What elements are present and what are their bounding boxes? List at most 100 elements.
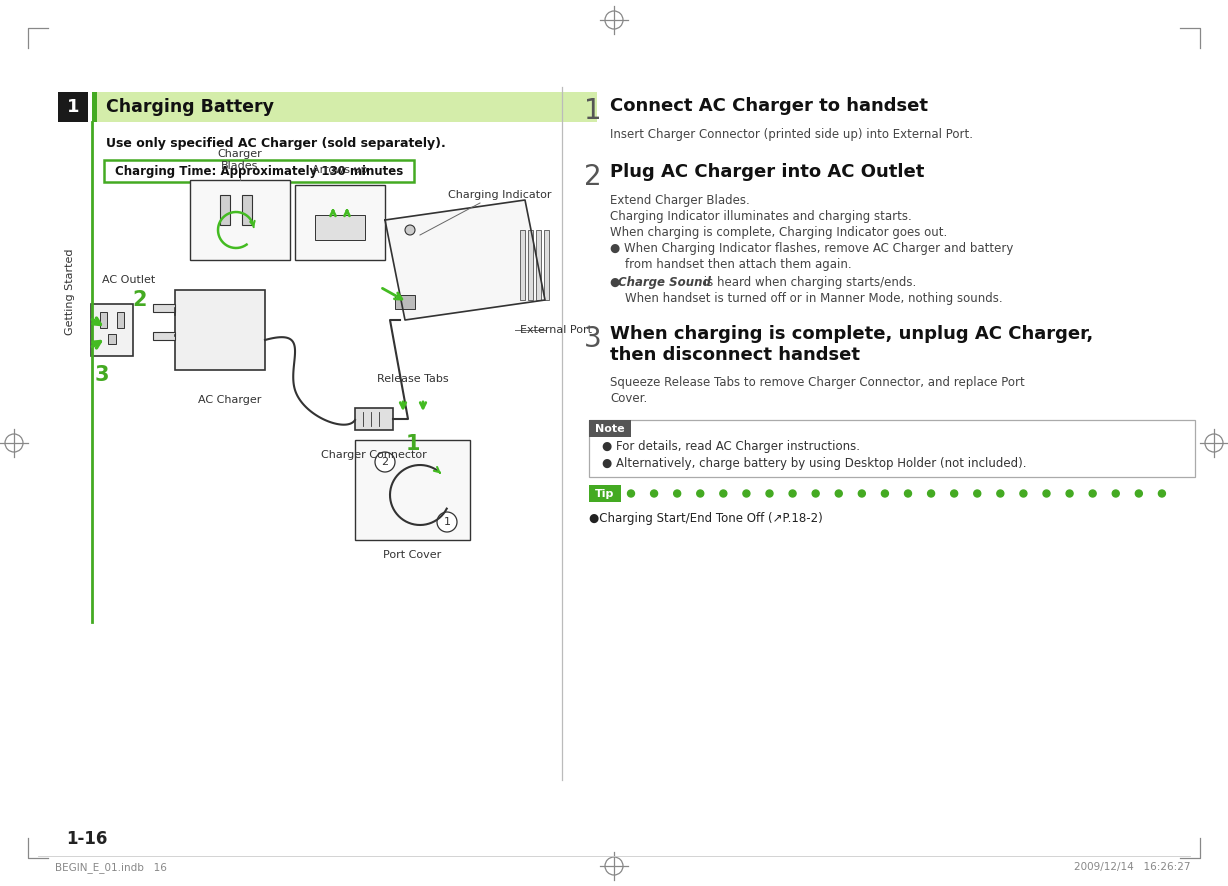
Text: 2: 2 [382,457,388,467]
Bar [176,290,265,370]
Circle shape [405,225,415,235]
Circle shape [1020,490,1027,497]
Circle shape [674,490,680,497]
Bar [92,92,97,122]
Circle shape [997,490,1003,497]
Bar [395,295,415,309]
Bar [535,230,542,300]
Text: from handset then attach them again.: from handset then attach them again. [610,258,852,271]
Circle shape [812,490,819,497]
Circle shape [743,490,750,497]
Circle shape [974,490,981,497]
Circle shape [835,490,842,497]
Bar [220,195,230,225]
Text: 2009/12/14   16:26:27: 2009/12/14 16:26:27 [1073,862,1190,872]
Circle shape [628,490,635,497]
Circle shape [950,490,958,497]
Text: Use only specified AC Charger (sold separately).: Use only specified AC Charger (sold sepa… [106,137,446,150]
Text: Arrows up: Arrows up [312,165,368,175]
Circle shape [1136,490,1142,497]
Text: Charge Sound: Charge Sound [618,276,711,289]
Polygon shape [386,200,545,320]
Text: Charging Time: Approximately 130 minutes: Charging Time: Approximately 130 minutes [115,165,403,177]
Text: BEGIN_E_01.indb   16: BEGIN_E_01.indb 16 [55,862,167,873]
Circle shape [696,490,704,497]
Bar [316,215,365,240]
Text: ● Alternatively, charge battery by using Desktop Holder (not included).: ● Alternatively, charge battery by using… [602,457,1027,470]
Text: 2: 2 [133,290,147,310]
Circle shape [882,490,888,497]
Circle shape [651,490,657,497]
Circle shape [1113,490,1119,497]
Circle shape [790,490,796,497]
Text: External Port: External Port [519,325,592,335]
Bar [242,195,252,225]
Circle shape [1043,490,1050,497]
Text: Connect AC Charger to handset: Connect AC Charger to handset [610,97,928,115]
Circle shape [766,490,772,497]
Bar [190,180,290,260]
Text: 3: 3 [95,365,109,385]
Bar [91,304,133,356]
Bar [589,420,631,437]
Text: 1: 1 [585,97,602,125]
Bar [97,92,597,122]
Text: Release Tabs: Release Tabs [377,374,448,384]
Text: Charging Indicator illuminates and charging starts.: Charging Indicator illuminates and charg… [610,210,911,223]
Text: When charging is complete, unplug AC Charger,: When charging is complete, unplug AC Cha… [610,325,1093,343]
Bar [544,230,549,300]
Text: AC Outlet: AC Outlet [102,275,155,285]
Circle shape [720,490,727,497]
Text: When handset is turned off or in Manner Mode, nothing sounds.: When handset is turned off or in Manner … [610,292,1002,305]
Bar [99,312,107,328]
Text: 1: 1 [443,517,451,527]
Text: Charger Connector: Charger Connector [322,450,427,460]
Text: Charging Battery: Charging Battery [106,98,274,116]
Bar [589,420,1195,477]
Bar [104,160,414,182]
Text: Getting Started: Getting Started [65,249,75,335]
Text: AC Charger: AC Charger [198,395,262,405]
Text: ●Charging Start/End Tone Off (↗P.18-2): ●Charging Start/End Tone Off (↗P.18-2) [589,512,823,525]
Circle shape [437,512,457,532]
Circle shape [858,490,866,497]
Text: Tip: Tip [596,488,615,499]
Text: ● For details, read AC Charger instructions.: ● For details, read AC Charger instructi… [602,440,860,453]
Bar [108,334,115,344]
Bar [58,92,88,122]
Text: is heard when charging starts/ends.: is heard when charging starts/ends. [700,276,916,289]
Text: 1: 1 [66,98,80,116]
Text: Note: Note [596,424,625,433]
Text: Charger
Blades: Charger Blades [217,149,263,171]
Circle shape [927,490,935,497]
Text: 3: 3 [585,325,602,353]
Circle shape [905,490,911,497]
Text: Charging Indicator: Charging Indicator [448,190,551,200]
Text: Port Cover: Port Cover [383,550,442,560]
Text: Plug AC Charger into AC Outlet: Plug AC Charger into AC Outlet [610,163,925,181]
Bar [154,332,176,340]
Text: 1: 1 [405,434,420,454]
Bar [154,304,176,312]
Text: 2: 2 [585,163,602,191]
Text: ●: ● [610,276,624,289]
Bar [355,408,393,430]
Circle shape [1089,490,1097,497]
Text: ● When Charging Indicator flashes, remove AC Charger and battery: ● When Charging Indicator flashes, remov… [610,242,1013,255]
Bar [355,440,470,540]
Text: Extend Charger Blades.: Extend Charger Blades. [610,194,750,207]
Text: Squeeze Release Tabs to remove Charger Connector, and replace Port: Squeeze Release Tabs to remove Charger C… [610,376,1024,389]
Bar [589,485,621,502]
Bar [528,230,533,300]
Text: 1-16: 1-16 [66,830,107,848]
Text: Cover.: Cover. [610,392,647,405]
Circle shape [375,452,395,472]
Text: then disconnect handset: then disconnect handset [610,346,860,364]
Bar [117,312,124,328]
Text: Insert Charger Connector (printed side up) into External Port.: Insert Charger Connector (printed side u… [610,128,973,141]
Text: When charging is complete, Charging Indicator goes out.: When charging is complete, Charging Indi… [610,226,947,239]
Bar [295,185,386,260]
Circle shape [1066,490,1073,497]
Circle shape [1158,490,1165,497]
Bar [519,230,526,300]
